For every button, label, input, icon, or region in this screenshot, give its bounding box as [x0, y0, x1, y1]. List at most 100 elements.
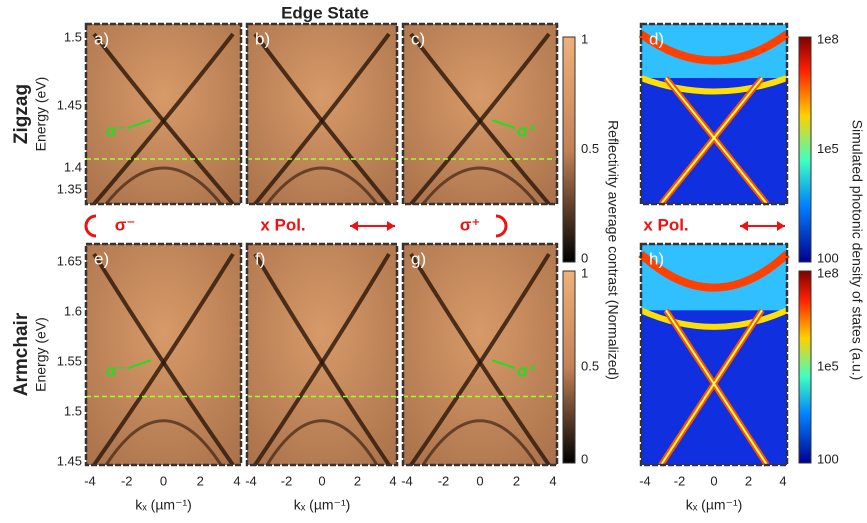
panel-frame: [84, 22, 243, 206]
band: [104, 419, 223, 466]
colorbar-tick-label: 1e5: [817, 358, 839, 373]
panel: g) σ⁺: [401, 242, 559, 467]
x-tick-label: -2: [281, 473, 293, 488]
band: [660, 77, 763, 205]
panel-frame: [401, 242, 559, 467]
x-tick-label: -2: [438, 473, 450, 488]
y-tick-label: 1.4: [64, 159, 82, 174]
colorbar: [562, 270, 576, 464]
panel-frame: [245, 242, 399, 467]
band: [104, 166, 223, 205]
x-tick-label: 0: [476, 473, 483, 488]
panel-label: d): [649, 29, 664, 48]
colorbar-tick-label: 1: [581, 31, 588, 46]
polarization-label: x Pol.: [643, 215, 688, 234]
band: [638, 30, 790, 65]
band: [421, 419, 539, 466]
annotation-arrow: [491, 359, 516, 370]
polarization-label: σ⁻: [115, 215, 136, 234]
band: [253, 252, 391, 467]
panel-frame: [639, 22, 789, 206]
x-axis-label: kₓ (µm⁻¹): [294, 497, 351, 513]
y-axis-label: Energy (eV): [33, 317, 49, 392]
x-tick-label: 2: [513, 473, 520, 488]
panel-label: a): [94, 29, 109, 48]
annotation-arrow: [127, 119, 152, 129]
colorbar-tick-label: 1: [581, 265, 588, 280]
y-axis-label: Energy (eV): [33, 77, 49, 152]
y-tick-label: 1.55: [57, 353, 82, 368]
panel-frame: [639, 242, 789, 467]
x-tick-label: 0: [160, 473, 167, 488]
colorbar-tick-label: 0: [581, 250, 588, 265]
colorbar-label: Reflectivity average contrast (Normalize…: [605, 120, 621, 380]
panel: f): [245, 242, 399, 467]
annotation: σ⁻: [106, 121, 127, 140]
colorbar: [562, 36, 576, 263]
y-tick-label: 1.35: [57, 181, 82, 196]
panel: e) σ⁻: [84, 242, 243, 467]
band: [638, 251, 790, 292]
x-tick-label: 0: [318, 473, 325, 488]
panel: c) σ⁺: [401, 22, 559, 206]
colorbar-tick-label: 100: [817, 451, 839, 466]
panel-label: b): [255, 29, 270, 48]
row-label: Armchair: [11, 312, 32, 396]
panel: d): [638, 22, 790, 206]
x-tick-label: 4: [233, 473, 240, 488]
x-tick-label: 2: [354, 473, 361, 488]
colorbar-label: Simulated photonic density of states (a.…: [849, 120, 865, 381]
polarization-label: x Pol.: [260, 215, 305, 234]
annotation: σ⁺: [517, 121, 538, 140]
colorbar: [798, 36, 812, 263]
y-tick-label: 1.45: [57, 97, 82, 112]
panel-label: g): [411, 249, 426, 268]
x-tick-label: -4: [639, 473, 651, 488]
panel-label: e): [94, 249, 109, 268]
x-tick-label: -4: [245, 473, 257, 488]
x-tick-label: -2: [674, 473, 686, 488]
panel-frame: [84, 242, 243, 467]
band: [409, 32, 551, 206]
row-label: Zigzag: [11, 84, 32, 144]
colorbar-tick-label: 0: [581, 451, 588, 466]
colorbar-tick-label: 1e8: [817, 265, 839, 280]
band: [665, 309, 768, 466]
band: [639, 75, 789, 95]
x-axis-label: kₓ (µm⁻¹): [135, 497, 192, 513]
annotation-arrow: [127, 359, 152, 370]
y-tick-label: 1.65: [57, 253, 82, 268]
colorbar-tick-label: 0.5: [581, 358, 599, 373]
band: [639, 307, 789, 330]
band: [265, 419, 379, 466]
band: [665, 77, 768, 205]
x-tick-label: 2: [197, 473, 204, 488]
x-tick-label: 4: [779, 473, 786, 488]
band: [92, 32, 235, 206]
circular-arrow: [495, 214, 508, 238]
colorbar-tick-label: 100: [817, 250, 839, 265]
x-tick-label: 4: [389, 473, 396, 488]
panel-frame: [401, 22, 559, 206]
x-tick-label: -4: [401, 473, 413, 488]
band: [409, 252, 551, 467]
colorbar: [798, 270, 812, 464]
annotation: σ⁺: [517, 362, 538, 381]
panel-label: h): [649, 249, 664, 268]
annotation: σ⁻: [106, 362, 127, 381]
band: [253, 32, 391, 206]
band: [421, 166, 539, 205]
x-tick-label: -4: [84, 473, 96, 488]
x-axis-label: kₓ (µm⁻¹): [686, 497, 743, 513]
polarization-label: σ⁺: [460, 215, 481, 234]
x-tick-label: -2: [121, 473, 133, 488]
band: [265, 166, 379, 205]
panel-frame: [245, 22, 399, 206]
band: [660, 309, 763, 466]
panel: b): [245, 22, 399, 206]
x-tick-label: 4: [549, 473, 556, 488]
y-tick-label: 1.5: [64, 403, 82, 418]
band: [92, 252, 235, 467]
circular-arrow: [84, 214, 97, 238]
